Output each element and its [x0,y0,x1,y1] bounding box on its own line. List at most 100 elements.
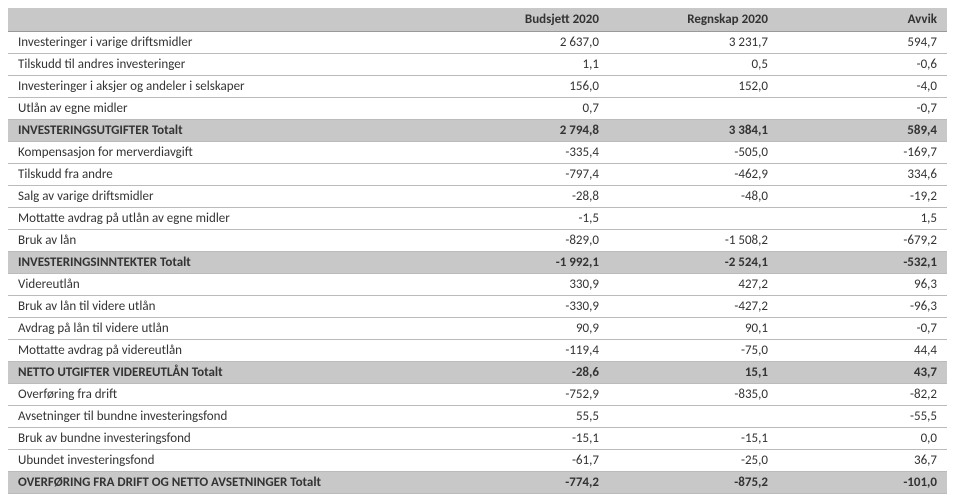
row-value: -0,7 [778,318,947,340]
row-label: Videreutlån [8,274,440,296]
row-label: OVERFØRING FRA DRIFT OG NETTO AVSETNINGE… [8,472,440,494]
row-value: 0,0 [778,428,947,450]
table-row: Kompensasjon for merverdiavgift-335,4-50… [8,142,947,164]
row-value: -1,5 [440,208,609,230]
row-value: 3 384,1 [609,120,778,142]
row-value: 330,9 [440,274,609,296]
row-value: -1 992,1 [440,252,609,274]
table-row: Utlån av egne midler0,7-0,7 [8,98,947,120]
table-row: NETTO UTGIFTER VIDEREUTLÅN Totalt-28,615… [8,362,947,384]
row-value: -0,6 [778,54,947,76]
table-header: Budsjett 2020 Regnskap 2020 Avvik [8,8,947,32]
row-value: 1,1 [440,54,609,76]
row-label: Tilskudd fra andre [8,164,440,186]
row-value: -4,0 [778,76,947,98]
col-header-accounts: Regnskap 2020 [609,8,778,32]
table-row: Mottatte avdrag på videreutlån-119,4-75,… [8,340,947,362]
row-value: -28,6 [440,362,609,384]
table-row: Mottatte avdrag på utlån av egne midler-… [8,208,947,230]
row-value: -679,2 [778,230,947,252]
row-value: -15,1 [609,428,778,450]
row-label: Avdrag på lån til videre utlån [8,318,440,340]
row-value: 156,0 [440,76,609,98]
table-row: OVERFØRING FRA DRIFT OG NETTO AVSETNINGE… [8,472,947,494]
row-value: 2 794,8 [440,120,609,142]
row-value: 55,5 [440,406,609,428]
row-value: -55,5 [778,406,947,428]
row-value: 1,5 [778,208,947,230]
row-value: -119,4 [440,340,609,362]
row-value: 44,4 [778,340,947,362]
row-value: -829,0 [440,230,609,252]
table-row: Investeringer i aksjer og andeler i sels… [8,76,947,98]
row-value: 427,2 [609,274,778,296]
table-row: Bruk av lån til videre utlån-330,9-427,2… [8,296,947,318]
row-value: -169,7 [778,142,947,164]
row-label: Mottatte avdrag på videreutlån [8,340,440,362]
row-value: -82,2 [778,384,947,406]
row-value: 96,3 [778,274,947,296]
row-value: -505,0 [609,142,778,164]
row-value: 334,6 [778,164,947,186]
row-value: 589,4 [778,120,947,142]
row-label: INVESTERINGSINNTEKTER Totalt [8,252,440,274]
col-header-deviation: Avvik [778,8,947,32]
table-row: Tilskudd til andres investeringer1,10,5-… [8,54,947,76]
table-body: Investeringer i varige driftsmidler2 637… [8,32,947,494]
row-value: -875,2 [609,472,778,494]
table-row: Tilskudd fra andre-797,4-462,9334,6 [8,164,947,186]
row-value: 3 231,7 [609,32,778,54]
row-value: 0,5 [609,54,778,76]
row-value: -96,3 [778,296,947,318]
table-row: Avdrag på lån til videre utlån90,990,1-0… [8,318,947,340]
row-value: -752,9 [440,384,609,406]
row-value: 90,9 [440,318,609,340]
row-value: -335,4 [440,142,609,164]
table-row: Salg av varige driftsmidler-28,8-48,0-19… [8,186,947,208]
row-label: Mottatte avdrag på utlån av egne midler [8,208,440,230]
row-value [609,406,778,428]
col-header-budget: Budsjett 2020 [440,8,609,32]
row-value: 2 637,0 [440,32,609,54]
row-value: -330,9 [440,296,609,318]
row-label: Bruk av bundne investeringsfond [8,428,440,450]
table-row: INVESTERINGSUTGIFTER Totalt2 794,83 384,… [8,120,947,142]
row-value: 594,7 [778,32,947,54]
row-value: 15,1 [609,362,778,384]
row-label: Bruk av lån [8,230,440,252]
row-value: -774,2 [440,472,609,494]
table-row: Overføring fra drift-752,9-835,0-82,2 [8,384,947,406]
row-value: -28,8 [440,186,609,208]
table-row: Bruk av bundne investeringsfond-15,1-15,… [8,428,947,450]
row-value: 0,7 [440,98,609,120]
row-value: -835,0 [609,384,778,406]
row-label: Bruk av lån til videre utlån [8,296,440,318]
row-label: Kompensasjon for merverdiavgift [8,142,440,164]
row-value [609,98,778,120]
table-row: Avsetninger til bundne investeringsfond5… [8,406,947,428]
row-value: -75,0 [609,340,778,362]
financial-table: Budsjett 2020 Regnskap 2020 Avvik Invest… [8,8,947,494]
row-label: Salg av varige driftsmidler [8,186,440,208]
row-value: 36,7 [778,450,947,472]
row-value: -101,0 [778,472,947,494]
row-label: Overføring fra drift [8,384,440,406]
row-label: Utlån av egne midler [8,98,440,120]
row-value: -1 508,2 [609,230,778,252]
row-value: -25,0 [609,450,778,472]
row-value [609,208,778,230]
row-value: -462,9 [609,164,778,186]
row-value: -797,4 [440,164,609,186]
row-value: 90,1 [609,318,778,340]
table-row: Bruk av lån-829,0-1 508,2-679,2 [8,230,947,252]
row-value: 152,0 [609,76,778,98]
row-label: Tilskudd til andres investeringer [8,54,440,76]
row-value: -61,7 [440,450,609,472]
table-row: INVESTERINGSINNTEKTER Totalt-1 992,1-2 5… [8,252,947,274]
row-label: INVESTERINGSUTGIFTER Totalt [8,120,440,142]
col-header-label [8,8,440,32]
row-label: Investeringer i aksjer og andeler i sels… [8,76,440,98]
row-value: -15,1 [440,428,609,450]
table-row: Investeringer i varige driftsmidler2 637… [8,32,947,54]
row-label: Avsetninger til bundne investeringsfond [8,406,440,428]
